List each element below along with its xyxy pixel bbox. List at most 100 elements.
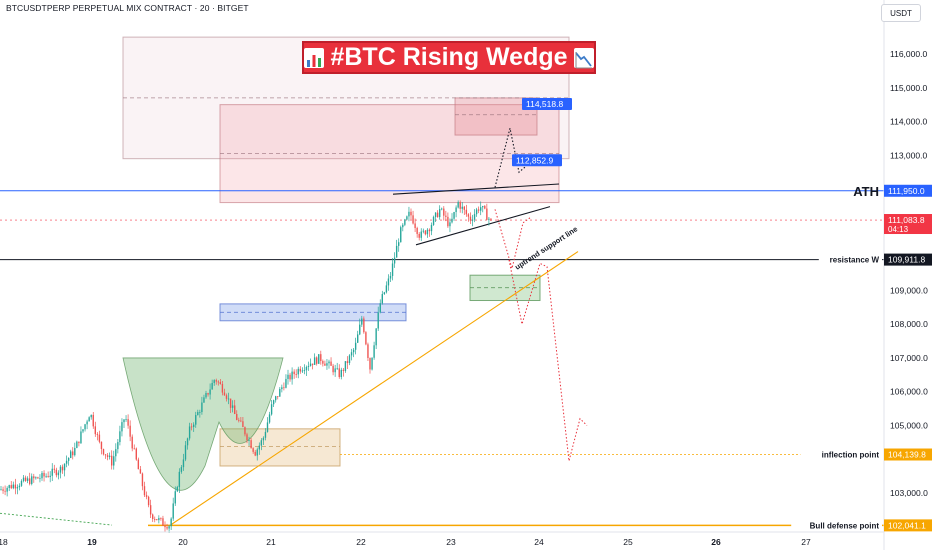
candle-body: [39, 478, 41, 480]
candle-body: [320, 354, 322, 361]
candle-body: [361, 318, 363, 325]
candle-body: [108, 455, 111, 457]
candle-body: [244, 427, 246, 435]
price-tag-value: 111,950.0: [888, 186, 925, 196]
x-axis-tick-label: 24: [534, 537, 544, 547]
lower-trend-dotted: [0, 512, 113, 526]
candle-body: [209, 389, 211, 395]
candle-body: [61, 466, 64, 471]
candle-body: [311, 363, 314, 365]
candle-body: [43, 472, 45, 477]
candle-body: [465, 209, 468, 215]
candle-body: [106, 455, 109, 457]
candle-body: [486, 208, 488, 220]
candle-body: [178, 471, 181, 488]
candle-body: [326, 363, 328, 366]
candle-body: [225, 395, 228, 399]
candle-body: [47, 476, 49, 478]
candle-body: [45, 476, 47, 477]
price-level-label: resistance W: [830, 256, 880, 265]
candle-body: [305, 366, 308, 371]
candle-body: [328, 361, 330, 364]
candle-body: [246, 434, 248, 441]
candle-body: [332, 365, 334, 373]
candle-body: [436, 212, 439, 218]
candle-body: [447, 216, 449, 227]
target-price-label: 112,852.9: [516, 155, 553, 165]
candle-body: [252, 448, 254, 452]
candle-body: [453, 212, 455, 219]
candle-body: [162, 518, 164, 526]
currency-button[interactable]: USDT: [881, 4, 921, 22]
candle-body: [404, 219, 406, 225]
price-tag-badge: [884, 448, 932, 461]
candle-body: [461, 206, 463, 209]
candle-body: [160, 518, 162, 519]
price-level-label: Bull defense point: [810, 521, 880, 530]
candle-body: [195, 415, 197, 425]
candle-body: [139, 469, 142, 474]
candle-body: [100, 441, 103, 449]
candle-body: [477, 209, 480, 211]
price-tag-badge: [884, 214, 932, 235]
candle-body: [84, 424, 86, 430]
candle-body: [277, 396, 279, 398]
candle-body: [57, 472, 60, 476]
y-axis-tick-label: 116,000.0: [890, 49, 927, 59]
candle-body: [78, 441, 80, 444]
uptrend-support-annotation: uptrend support line: [513, 224, 579, 271]
candle-body: [133, 448, 135, 450]
y-axis-tick-label: 106,000.0: [890, 387, 928, 397]
y-axis-tick-label: 105,000.0: [890, 420, 928, 430]
candle-body: [443, 208, 445, 216]
y-axis-tick-label: 115,000.0: [890, 83, 927, 93]
candle-body: [357, 334, 359, 343]
candle-body: [135, 448, 137, 460]
candle-body: [258, 445, 260, 450]
candle-body: [428, 229, 431, 232]
candle-body: [166, 527, 168, 529]
candle-body: [371, 357, 373, 370]
candle-body: [383, 292, 386, 295]
candle-body: [117, 442, 119, 450]
candle-body: [471, 219, 474, 221]
x-axis-tick-label: 21: [266, 537, 276, 547]
candle-body: [389, 275, 392, 279]
candle-body: [266, 422, 269, 432]
candle-body: [346, 361, 349, 364]
candle-body: [279, 389, 281, 397]
x-axis-tick-label: 25: [623, 537, 633, 547]
price-level-label: ATH: [853, 184, 879, 199]
candle-body: [359, 324, 361, 335]
price-tag-value: 102,041.1: [888, 520, 926, 530]
x-axis-tick-label: 22: [356, 537, 366, 547]
candle-body: [354, 342, 357, 350]
candle-body: [375, 328, 377, 346]
candle-body: [199, 412, 201, 413]
candle-body: [26, 478, 29, 481]
candle-body: [285, 378, 287, 388]
candle-body: [324, 363, 326, 366]
x-axis-tick-label: 27: [801, 537, 811, 547]
candle-body: [147, 496, 150, 506]
candle-body: [348, 355, 351, 364]
candle-body: [31, 476, 33, 484]
candle-body: [268, 414, 271, 423]
candle-body: [111, 455, 113, 466]
candle-body: [41, 472, 43, 479]
candle-body: [289, 374, 291, 380]
symbol-header: BTCUSDTPERP PERPETUAL MIX CONTRACT · 20 …: [6, 3, 249, 13]
cup-pattern-fill: [122, 357, 284, 491]
candle-body: [102, 448, 105, 455]
candle-body: [131, 436, 133, 449]
candle-body: [20, 480, 23, 486]
candle-body: [455, 207, 457, 213]
candle-body: [37, 477, 39, 479]
candle-body: [422, 230, 424, 232]
candle-body: [408, 211, 410, 217]
candle-body: [90, 414, 92, 418]
candle-body: [59, 466, 62, 473]
candle-body: [330, 361, 332, 366]
candle-body: [475, 209, 478, 215]
